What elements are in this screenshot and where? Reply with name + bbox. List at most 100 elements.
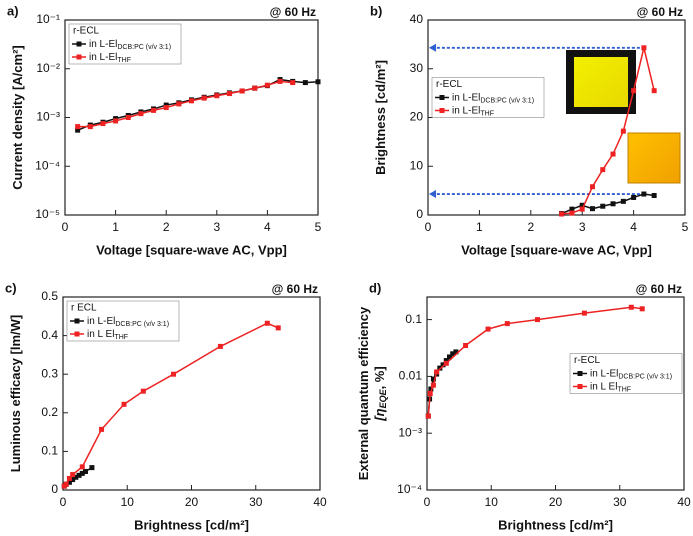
- data-point: [631, 88, 637, 94]
- arrow-head: [429, 190, 436, 199]
- x-tick-label: 1: [476, 220, 483, 234]
- legend-subscript: THF: [617, 386, 631, 393]
- data-point: [651, 88, 657, 94]
- data-point: [79, 470, 85, 476]
- y-tick-label: 0: [51, 482, 58, 496]
- panel-label: d): [369, 280, 381, 295]
- data-point: [125, 115, 131, 120]
- data-point: [443, 358, 449, 364]
- x-tick-label: 0: [62, 220, 69, 234]
- legend-marker: [76, 41, 82, 47]
- x-tick-label: 3: [213, 220, 220, 234]
- data-point: [589, 184, 595, 190]
- x-tick-label: 4: [630, 220, 637, 234]
- data-point: [450, 351, 456, 357]
- data-point: [443, 360, 449, 366]
- x-tick-label: 0: [60, 495, 67, 509]
- data-point: [600, 167, 606, 173]
- data-point: [100, 121, 106, 127]
- legend-marker: [74, 318, 80, 324]
- x-tick-label: 30: [249, 495, 263, 509]
- data-point: [620, 198, 626, 204]
- legend-title: r ECL: [71, 303, 97, 314]
- legend-title: r-ECL: [73, 26, 100, 37]
- data-point: [217, 343, 223, 349]
- legend-subscript: THF: [117, 57, 131, 64]
- data-point: [214, 93, 220, 99]
- legend-box: [66, 300, 180, 342]
- y-tick-label: 10⁻²: [36, 61, 60, 75]
- data-point: [631, 194, 637, 200]
- y-tick-label: 0.3: [41, 366, 58, 380]
- legend-subscript: DCB:PC (v/v 3:1): [117, 44, 171, 51]
- y-tick-label: 0.4: [41, 328, 58, 342]
- legend-entry: in L-ElDCB:PC (v/v 3:1): [590, 368, 672, 380]
- y-axis-label-sub: EQE: [378, 388, 388, 408]
- data-point: [641, 191, 647, 197]
- y-tick-label: 0.2: [41, 405, 58, 419]
- data-point: [641, 45, 647, 51]
- data-point: [610, 151, 616, 157]
- data-point: [75, 124, 81, 130]
- x-tick-label: 0: [425, 220, 432, 234]
- data-point: [113, 118, 119, 124]
- data-point: [559, 211, 565, 217]
- x-tick-label: 4: [264, 220, 271, 234]
- legend-box: [569, 353, 683, 394]
- data-point: [121, 401, 127, 407]
- y-tick-label: 10⁻⁵: [35, 207, 60, 221]
- data-point: [87, 124, 93, 130]
- data-point: [446, 354, 452, 360]
- data-point: [140, 388, 146, 394]
- y-tick-label: 0.01: [399, 369, 423, 383]
- data-point: [569, 206, 575, 212]
- data-point: [430, 382, 436, 388]
- y-tick-label: 30: [410, 61, 424, 75]
- legend-subscript: DCB:PC (v/v 3:1): [115, 321, 169, 328]
- legend-name: in L-El: [452, 105, 480, 116]
- data-point: [628, 304, 634, 310]
- x-tick-label: 40: [677, 495, 691, 509]
- data-point: [639, 306, 645, 312]
- data-point: [453, 349, 459, 355]
- data-point: [82, 468, 88, 474]
- y-tick-label: 0.1: [41, 444, 58, 458]
- data-point: [290, 80, 296, 86]
- data-point: [569, 210, 575, 216]
- y-axis-label: External quantum efficiency[ηEQE, %]: [356, 306, 388, 480]
- x-tick-label: 10: [121, 495, 135, 509]
- data-point: [427, 391, 433, 396]
- data-point: [176, 101, 182, 107]
- legend-marker: [74, 331, 80, 337]
- x-axis-label: Brightness [cd/m²]: [498, 517, 613, 532]
- data-point: [620, 128, 626, 134]
- data-point: [440, 362, 446, 368]
- y-axis-label-text: Current density [A/cm²]: [10, 45, 25, 189]
- x-tick-label: 5: [682, 220, 689, 234]
- y-axis-label-text: Luminous efficacy [lm/W]: [8, 315, 23, 472]
- y-axis-label: Brightness [cd/m²]: [373, 60, 388, 175]
- data-point: [226, 91, 232, 97]
- legend-entry: in L-ElDCB:PC (v/v 3:1): [89, 39, 171, 51]
- legend-marker: [76, 54, 82, 60]
- x-tick-label: 30: [613, 495, 627, 509]
- legend-subscript: DCB:PC (v/v 3:1): [480, 97, 534, 104]
- data-point: [428, 386, 434, 392]
- data-point: [89, 465, 95, 471]
- y-tick-label: 10: [410, 158, 424, 172]
- legend-entry: in L ElTHF: [87, 329, 128, 341]
- x-axis-label: Brightness [cd/m²]: [134, 517, 249, 532]
- legend-name: in L-El: [590, 368, 618, 379]
- data-point: [70, 472, 76, 478]
- data-point: [189, 98, 194, 104]
- x-tick-label: 0: [424, 495, 431, 509]
- annotation: @ 60 Hz: [636, 282, 682, 296]
- data-point: [430, 376, 436, 382]
- x-tick-label: 2: [527, 220, 534, 234]
- photo-bright: [566, 50, 636, 114]
- data-point: [425, 413, 431, 419]
- data-point: [70, 477, 76, 483]
- data-point: [264, 320, 270, 326]
- x-tick-label: 5: [315, 220, 322, 234]
